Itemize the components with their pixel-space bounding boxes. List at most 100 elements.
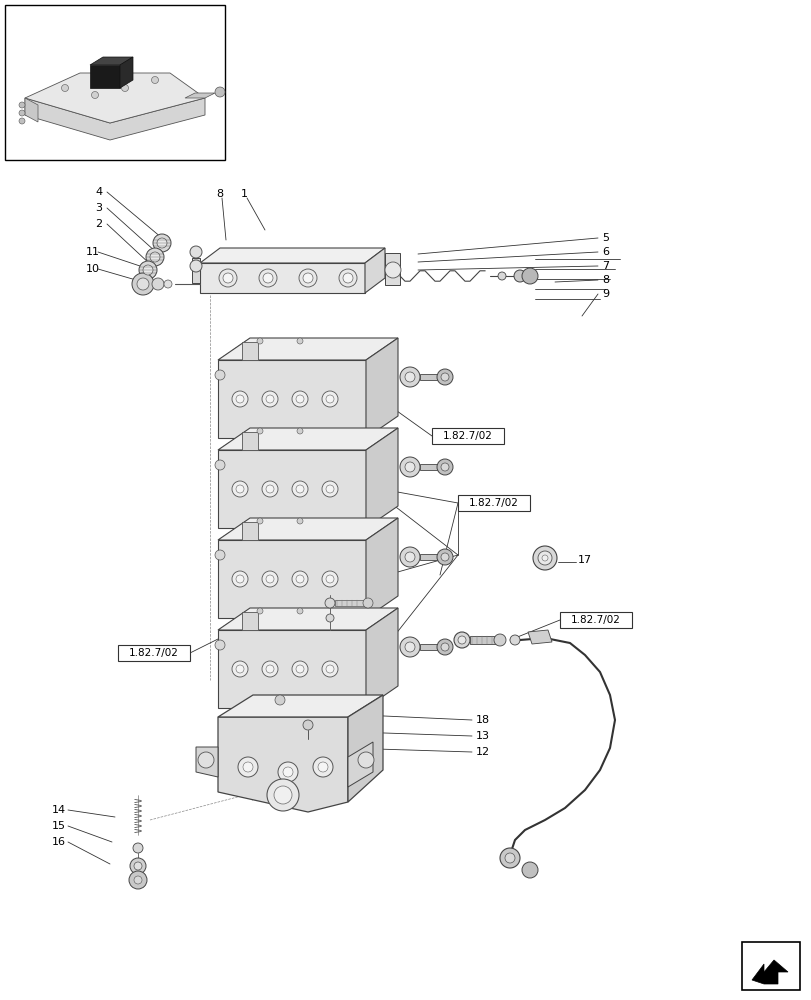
Circle shape (325, 665, 333, 673)
Circle shape (190, 260, 202, 272)
Polygon shape (217, 608, 397, 630)
Circle shape (152, 234, 171, 252)
Circle shape (322, 481, 337, 497)
Circle shape (150, 252, 160, 262)
Circle shape (296, 485, 303, 493)
Polygon shape (217, 450, 366, 528)
Polygon shape (25, 73, 204, 123)
Circle shape (257, 518, 263, 524)
Text: 2: 2 (95, 219, 102, 229)
Circle shape (62, 85, 68, 92)
Circle shape (157, 238, 167, 248)
Circle shape (262, 571, 277, 587)
Circle shape (134, 876, 142, 884)
Circle shape (133, 843, 143, 853)
Polygon shape (217, 717, 348, 812)
Circle shape (283, 767, 293, 777)
Circle shape (457, 636, 466, 644)
Text: 8: 8 (601, 275, 608, 285)
Circle shape (275, 695, 285, 705)
Circle shape (297, 338, 303, 344)
Polygon shape (217, 360, 366, 438)
Circle shape (273, 786, 292, 804)
Bar (118, 645, 190, 661)
Circle shape (322, 661, 337, 677)
Text: 16: 16 (52, 837, 66, 847)
Circle shape (297, 428, 303, 434)
Text: 1.82.7/02: 1.82.7/02 (443, 431, 492, 441)
Circle shape (400, 547, 419, 567)
Polygon shape (200, 263, 365, 293)
Circle shape (134, 862, 142, 870)
Polygon shape (242, 522, 258, 540)
Polygon shape (348, 742, 372, 787)
Bar (5, 5, 225, 160)
Text: 3: 3 (95, 203, 102, 213)
Circle shape (405, 372, 414, 382)
Circle shape (132, 273, 154, 295)
Polygon shape (366, 338, 397, 438)
Circle shape (236, 665, 243, 673)
Circle shape (541, 555, 547, 561)
Circle shape (325, 614, 333, 622)
Circle shape (232, 391, 247, 407)
Polygon shape (217, 630, 366, 708)
Polygon shape (25, 98, 38, 122)
Bar (419, 554, 441, 560)
Bar (419, 464, 441, 470)
Circle shape (242, 762, 253, 772)
Circle shape (500, 848, 519, 868)
Circle shape (236, 485, 243, 493)
Circle shape (440, 373, 448, 381)
Circle shape (257, 338, 263, 344)
Circle shape (325, 575, 333, 583)
Circle shape (236, 575, 243, 583)
Bar (560, 612, 631, 628)
Circle shape (318, 762, 328, 772)
Circle shape (263, 273, 272, 283)
Circle shape (266, 395, 273, 403)
Circle shape (92, 92, 98, 99)
Circle shape (303, 720, 312, 730)
Text: 8: 8 (216, 189, 223, 199)
Circle shape (292, 571, 307, 587)
Polygon shape (191, 258, 200, 283)
Circle shape (152, 278, 164, 290)
Text: 4: 4 (95, 187, 102, 197)
Circle shape (312, 757, 333, 777)
Circle shape (440, 643, 448, 651)
Polygon shape (195, 747, 217, 777)
Circle shape (257, 428, 263, 434)
Circle shape (267, 779, 298, 811)
Polygon shape (217, 695, 383, 717)
Circle shape (440, 553, 448, 561)
Polygon shape (365, 248, 384, 293)
Circle shape (405, 462, 414, 472)
Circle shape (296, 665, 303, 673)
Circle shape (198, 752, 214, 768)
Polygon shape (366, 428, 397, 528)
Circle shape (215, 460, 225, 470)
Circle shape (232, 661, 247, 677)
Circle shape (303, 273, 312, 283)
Polygon shape (200, 248, 384, 263)
Circle shape (277, 762, 298, 782)
Text: 7: 7 (601, 261, 608, 271)
Circle shape (292, 481, 307, 497)
Polygon shape (242, 612, 258, 630)
Polygon shape (217, 428, 397, 450)
Circle shape (440, 463, 448, 471)
Circle shape (215, 640, 225, 650)
Circle shape (236, 395, 243, 403)
Circle shape (266, 665, 273, 673)
Polygon shape (90, 65, 120, 88)
Circle shape (266, 575, 273, 583)
Text: 1.82.7/02: 1.82.7/02 (129, 648, 178, 658)
Polygon shape (185, 93, 215, 98)
Polygon shape (366, 608, 397, 708)
Text: 5: 5 (601, 233, 608, 243)
Text: 1: 1 (241, 189, 247, 199)
Bar (419, 644, 441, 650)
Circle shape (436, 639, 453, 655)
Text: 10: 10 (86, 264, 100, 274)
